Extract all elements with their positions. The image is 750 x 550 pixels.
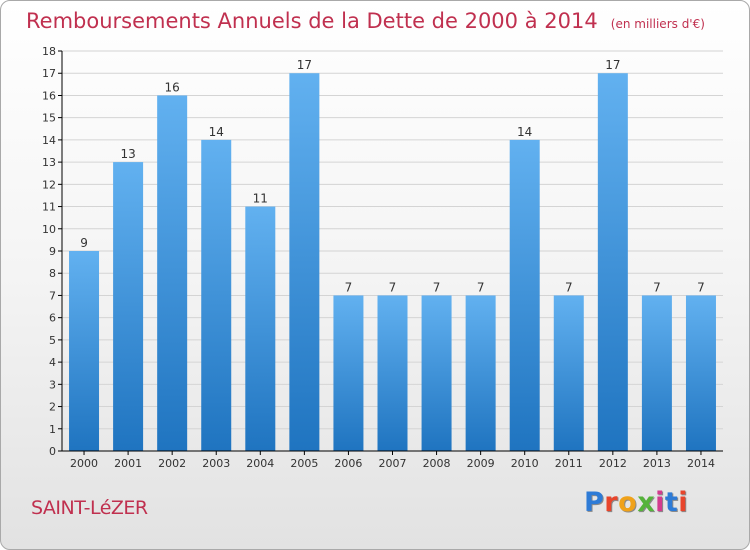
data-label: 7 (433, 280, 441, 294)
chart-unit: (en milliers d'€) (610, 17, 705, 31)
bar-2003 (201, 139, 232, 451)
y-tick-label: 2 (49, 401, 56, 414)
bar-2001 (113, 162, 144, 451)
proxiti-logo: Proxiti (584, 487, 689, 518)
y-tick-label: 3 (49, 378, 56, 391)
y-tick-label: 9 (49, 245, 56, 258)
y-tick-label: 17 (42, 67, 56, 80)
bar-2008 (421, 295, 452, 451)
x-tick-label: 2000 (70, 457, 98, 470)
bar-2007 (377, 295, 408, 451)
y-tick-label: 13 (42, 156, 56, 169)
x-tick-label: 2007 (379, 457, 407, 470)
y-tick-label: 6 (49, 312, 56, 325)
y-tick-label: 7 (49, 289, 56, 302)
data-label: 7 (345, 280, 353, 294)
data-label: 7 (565, 280, 573, 294)
data-label: 14 (209, 125, 224, 139)
data-labels: 9 13 16 14 11 17 7 7 7 7 14 7 17 7 7 (80, 58, 705, 294)
y-tick-label: 10 (42, 223, 56, 236)
y-tick-label: 0 (49, 445, 56, 458)
y-tick-label: 15 (42, 112, 56, 125)
data-label: 16 (165, 80, 180, 94)
bar-2010 (509, 139, 540, 451)
data-label: 7 (389, 280, 397, 294)
town-name: SAINT-LéZER (31, 497, 148, 519)
bar-2002 (157, 95, 188, 451)
data-label: 9 (80, 236, 88, 250)
data-label: 17 (605, 58, 620, 72)
y-tick-label: 4 (49, 356, 56, 369)
x-tick-label: 2013 (643, 457, 671, 470)
chart-title: Remboursements Annuels de la Dette de 20… (26, 9, 598, 33)
x-tick-label: 2005 (290, 457, 318, 470)
y-tick-label: 11 (42, 201, 56, 214)
data-label: 7 (653, 280, 661, 294)
bar-2009 (465, 295, 496, 451)
data-label: 7 (477, 280, 485, 294)
x-tick-label: 2011 (555, 457, 583, 470)
x-tick-label: 2014 (687, 457, 715, 470)
data-label: 14 (517, 125, 532, 139)
bar-2011 (553, 295, 584, 451)
data-label: 13 (120, 147, 135, 161)
data-label: 7 (697, 280, 705, 294)
x-tick-label: 2001 (114, 457, 142, 470)
x-tick-label: 2009 (467, 457, 495, 470)
x-tick-label: 2010 (511, 457, 539, 470)
x-tick-label: 2006 (334, 457, 362, 470)
title-row: Remboursements Annuels de la Dette de 20… (26, 9, 705, 33)
bar-2012 (597, 73, 628, 451)
bar-2004 (245, 206, 276, 451)
bar-2014 (685, 295, 716, 451)
y-tick-label: 18 (42, 45, 56, 58)
x-tick-label: 2003 (202, 457, 230, 470)
data-label: 17 (297, 58, 312, 72)
y-tick-label: 16 (42, 89, 56, 102)
y-tick-label: 14 (42, 134, 56, 147)
bar-2000 (69, 251, 100, 451)
bar-2013 (641, 295, 672, 451)
y-tick-label: 12 (42, 178, 56, 191)
data-label: 11 (253, 192, 268, 206)
x-tick-label: 2002 (158, 457, 186, 470)
y-tick-label: 8 (49, 267, 56, 280)
bars (69, 73, 716, 451)
y-tick-label: 5 (49, 334, 56, 347)
y-tick-label: 1 (49, 423, 56, 436)
bar-2005 (289, 73, 320, 451)
bar-2006 (333, 295, 364, 451)
x-tick-label: 2004 (246, 457, 274, 470)
x-tick-label: 2012 (599, 457, 627, 470)
x-tick-label: 2008 (423, 457, 451, 470)
